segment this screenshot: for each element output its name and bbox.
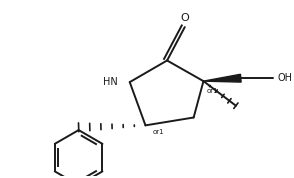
Text: OH: OH [277, 73, 292, 83]
Polygon shape [203, 74, 241, 82]
Text: or1: or1 [206, 88, 218, 94]
Text: or1: or1 [152, 129, 164, 135]
Text: HN: HN [103, 77, 118, 87]
Text: O: O [181, 13, 189, 23]
